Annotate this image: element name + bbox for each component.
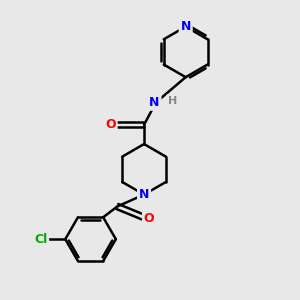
Text: O: O: [144, 212, 154, 225]
Text: N: N: [139, 188, 149, 201]
Text: Cl: Cl: [34, 233, 47, 246]
Text: N: N: [149, 96, 160, 109]
Text: O: O: [105, 118, 116, 131]
Text: N: N: [181, 20, 191, 33]
Text: H: H: [168, 96, 177, 106]
